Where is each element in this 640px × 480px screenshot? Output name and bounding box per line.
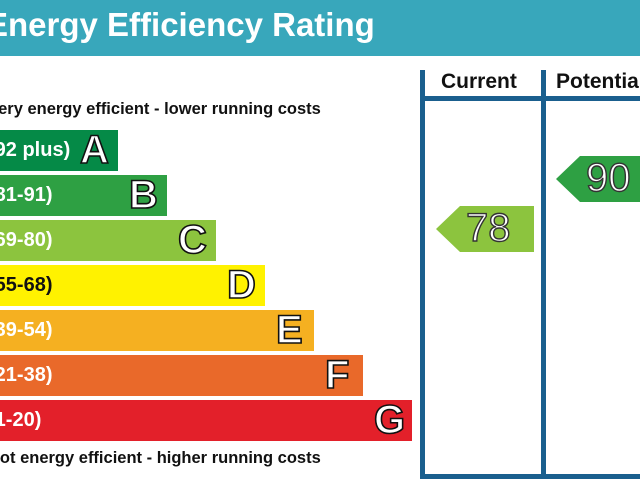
- band-b: (81-91) B: [0, 172, 167, 218]
- band-e: (39-54) E: [0, 307, 314, 353]
- band-letter: E: [275, 307, 303, 353]
- band-g: (1-20) G: [0, 397, 412, 443]
- title-bar: Energy Efficiency Rating: [0, 0, 640, 56]
- band-letter: F: [324, 352, 350, 398]
- band-letter: G: [373, 397, 406, 443]
- inefficient-note: Not energy efficient - higher running co…: [0, 449, 321, 467]
- band-range-label: (92 plus): [0, 139, 71, 161]
- band-d: (55-68) D: [0, 262, 265, 308]
- grid-header-line: [420, 96, 640, 101]
- band-letter: B: [128, 172, 158, 218]
- band-range-label: (55-68): [0, 274, 53, 296]
- band-f: (21-38) F: [0, 352, 363, 398]
- band-a: (92 plus) A: [0, 127, 118, 173]
- band-c: (69-80) C: [0, 217, 216, 263]
- band-letter: C: [177, 217, 207, 263]
- current-rating-arrow: [436, 206, 534, 252]
- band-range-label: (39-54): [0, 319, 53, 341]
- page-title: Energy Efficiency Rating: [0, 6, 375, 43]
- band-range-label: (81-91): [0, 184, 53, 206]
- current-column-header: Current: [441, 70, 517, 93]
- potential-rating-arrow: [556, 156, 640, 202]
- band-letter: D: [226, 262, 256, 308]
- band-range-label: (1-20): [0, 409, 42, 431]
- potential-rating-value: 90: [585, 155, 631, 200]
- grid-middle-line: [541, 70, 546, 476]
- band-range-label: (69-80): [0, 229, 53, 251]
- grid-bottom-line: [420, 474, 640, 479]
- efficient-note: Very energy efficient - lower running co…: [0, 100, 321, 118]
- band-range-label: (21-38): [0, 364, 53, 386]
- grid-left-line: [420, 70, 425, 476]
- current-rating-value: 78: [465, 205, 511, 250]
- potential-column-header: Potential: [556, 70, 640, 93]
- band-letter: A: [79, 127, 109, 173]
